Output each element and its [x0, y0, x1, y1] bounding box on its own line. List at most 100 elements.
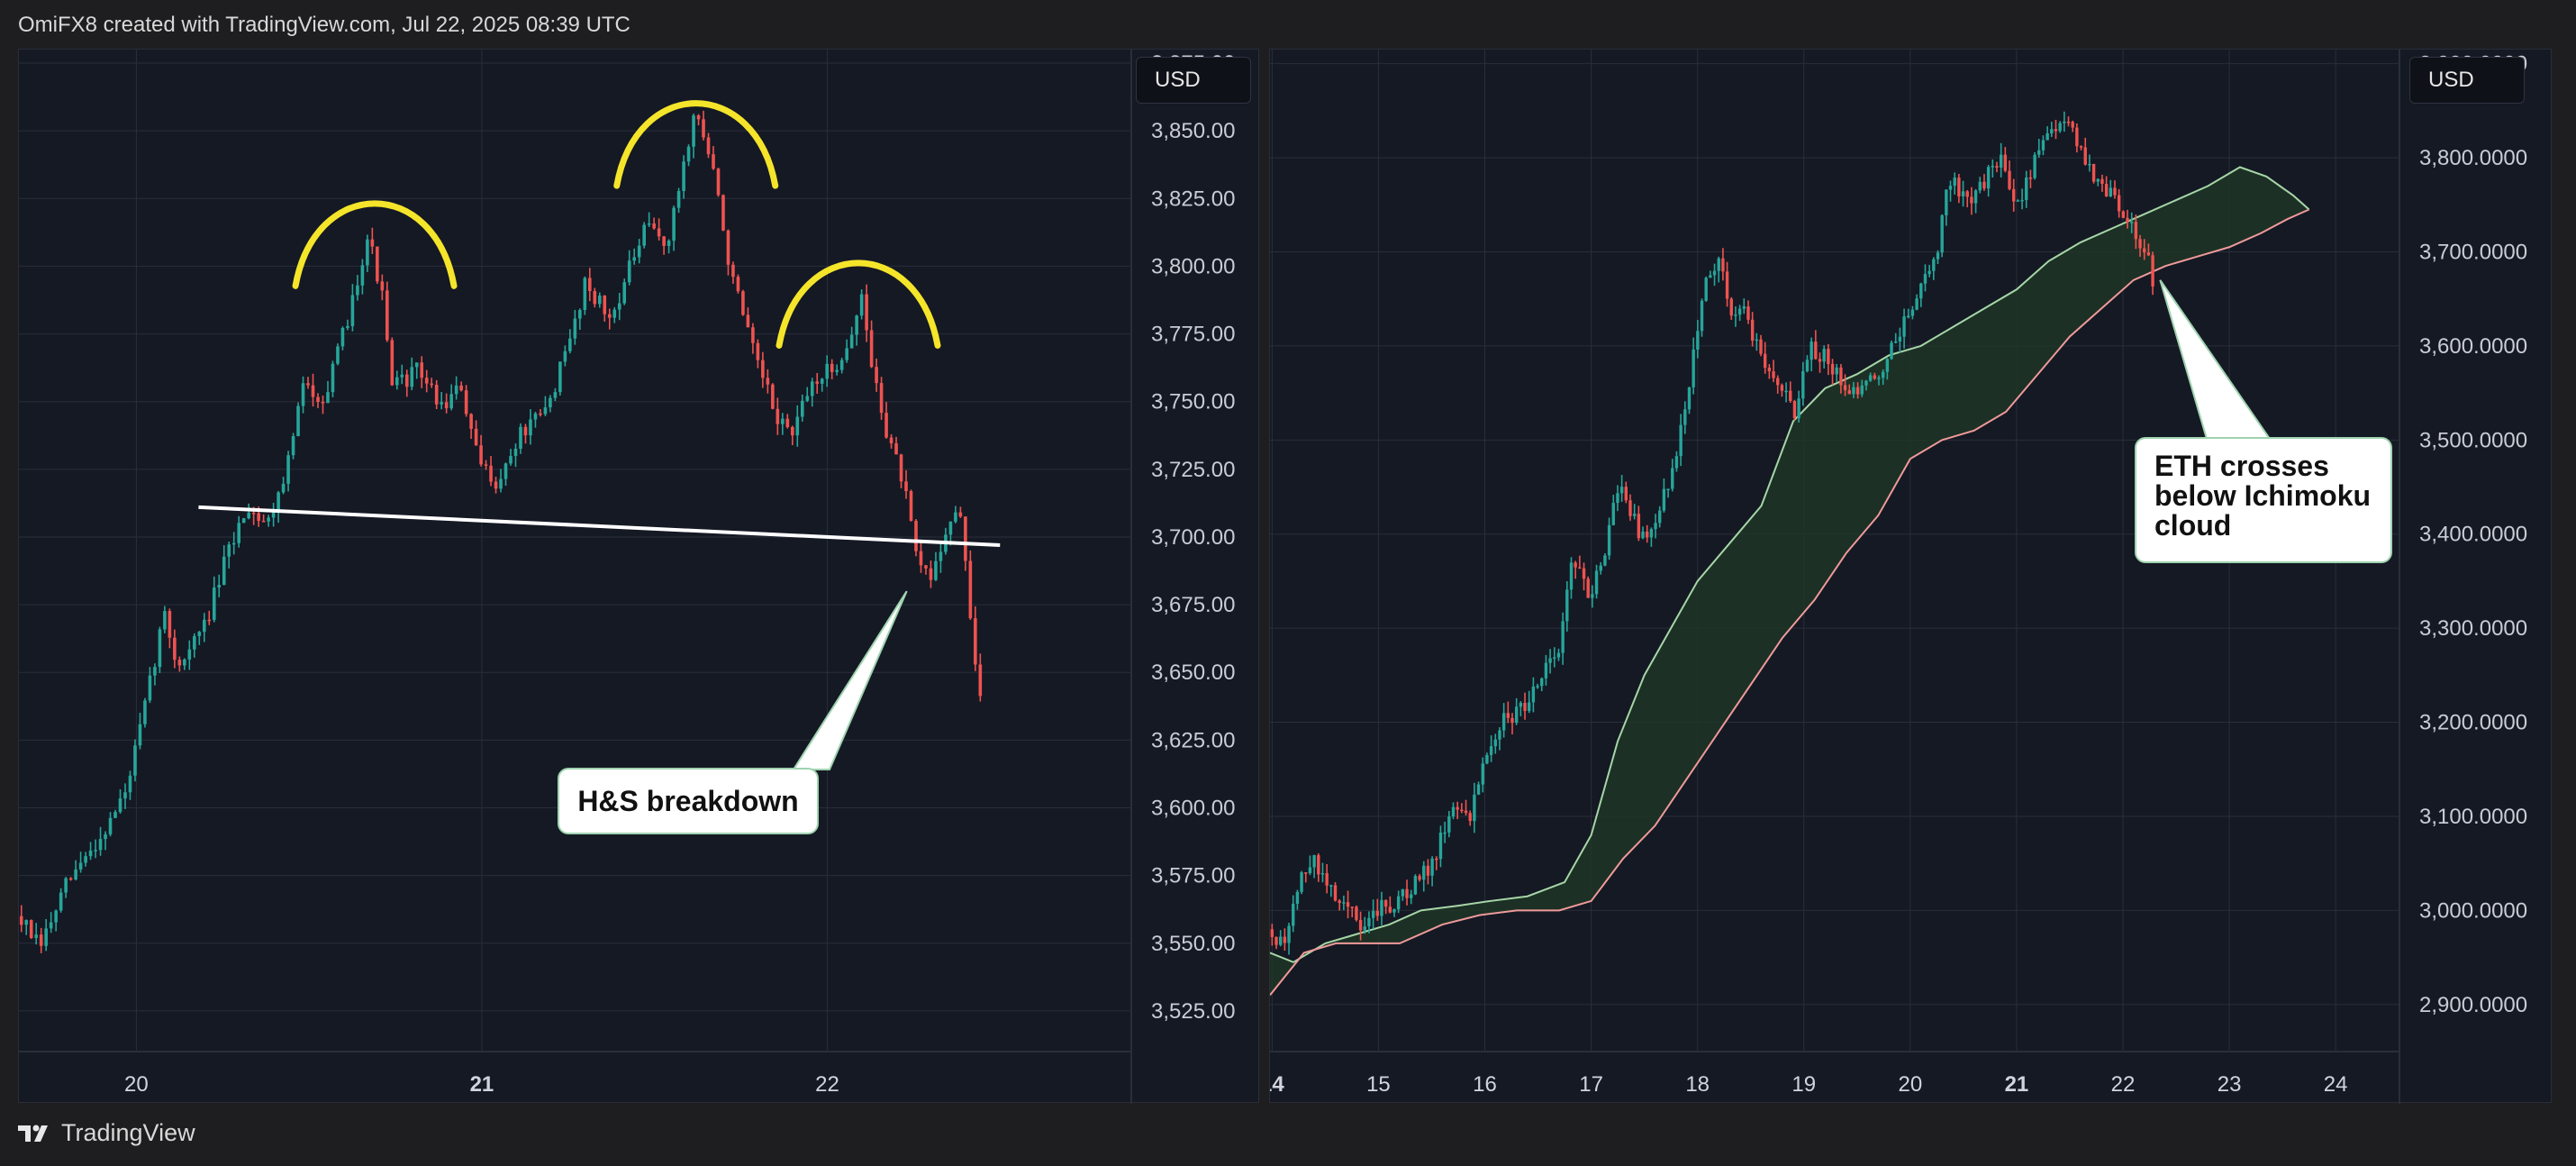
candle: [889, 433, 893, 449]
candle-body: [2088, 163, 2091, 166]
candle: [919, 542, 923, 573]
candle-body: [839, 360, 844, 370]
candle-body: [231, 542, 236, 545]
y-tick-label: 3,100.0000: [2419, 805, 2527, 829]
candle: [138, 712, 142, 750]
candle: [884, 402, 888, 439]
candle-body: [1991, 166, 1995, 168]
candle: [1712, 263, 1717, 287]
candle: [1687, 387, 1692, 414]
candle: [1548, 649, 1552, 674]
candle-body: [1641, 531, 1645, 539]
currency-badge[interactable]: USD: [1136, 57, 1251, 104]
candle: [958, 506, 963, 518]
candle: [499, 469, 503, 493]
candle: [1342, 895, 1346, 911]
candle: [1481, 757, 1484, 793]
candle-body: [2121, 211, 2126, 218]
y-tick-label: 3,600.00: [1151, 797, 1235, 821]
candle: [2126, 209, 2129, 229]
candle-body: [1666, 488, 1670, 491]
candle: [2134, 214, 2138, 250]
candle: [662, 235, 666, 255]
candle: [247, 503, 250, 520]
candle-body: [1405, 888, 1409, 898]
candle: [1881, 369, 1885, 386]
right-price-chart[interactable]: 2,900.0000 3,000.0000 3,100.0000 3,200.0000…: [1270, 50, 2553, 1104]
candle-body: [939, 551, 943, 561]
candle-body: [2037, 150, 2041, 155]
candle-body: [884, 413, 888, 438]
candle: [1501, 703, 1506, 738]
candle: [1902, 308, 1906, 350]
candle-body: [696, 115, 701, 120]
candle: [1776, 375, 1780, 394]
candle: [1915, 294, 1918, 311]
candle: [1380, 891, 1383, 925]
candle-body: [489, 465, 493, 482]
y-tick-label: 3,525.00: [1151, 999, 1235, 1024]
candle-body: [632, 257, 637, 261]
candle: [1619, 475, 1624, 502]
candle-body: [74, 869, 77, 880]
candle: [163, 606, 167, 633]
candle: [271, 502, 276, 527]
candle-body: [1308, 867, 1312, 873]
candle: [1523, 692, 1527, 720]
candle-body: [1578, 567, 1582, 569]
candle-body: [183, 659, 186, 666]
candle: [603, 295, 607, 322]
candle: [939, 542, 943, 573]
candle-body: [202, 619, 206, 633]
candle-body: [1662, 488, 1666, 511]
candle-body: [1894, 341, 1898, 343]
left-price-chart[interactable]: 3,525.00 3,550.00 3,575.00 3,600.00 3,625.00…: [19, 50, 1260, 1104]
candle: [529, 409, 532, 445]
candle: [2066, 116, 2071, 127]
candle-body: [617, 303, 621, 310]
candle-body: [1995, 166, 1999, 169]
candle: [726, 229, 730, 276]
candle-body: [1292, 903, 1295, 926]
candle: [865, 284, 868, 342]
candle-body: [123, 792, 127, 799]
x-tick-label: 20: [1898, 1072, 1922, 1097]
currency-badge[interactable]: USD: [2409, 57, 2525, 104]
candle: [2050, 122, 2054, 137]
candle: [667, 239, 671, 254]
candle-body: [2041, 140, 2045, 150]
candle-body: [2151, 255, 2154, 287]
candle: [1274, 936, 1278, 950]
candle-body: [1835, 367, 1838, 375]
candle-body: [2063, 122, 2066, 123]
candle: [637, 239, 641, 264]
y-tick-label: 3,775.00: [1151, 323, 1235, 347]
candle: [2096, 178, 2100, 187]
x-tick-label: 22: [815, 1072, 839, 1097]
candle: [19, 905, 23, 933]
candle-body: [1342, 902, 1346, 904]
right-chart-panel[interactable]: 2,900.0000 3,000.0000 3,100.0000 3,200.0000…: [1269, 49, 2553, 1104]
candle: [366, 234, 369, 272]
candle-body: [1797, 398, 1800, 419]
left-chart-panel[interactable]: 3,525.00 3,550.00 3,575.00 3,600.00 3,625.00…: [18, 49, 1260, 1104]
candle-body: [1717, 258, 1720, 271]
candle-body: [1932, 259, 1936, 271]
candle: [1422, 861, 1426, 892]
candle-body: [549, 397, 552, 408]
candle-body: [1333, 885, 1338, 901]
candle-body: [404, 374, 409, 387]
candle: [128, 770, 132, 800]
candle-body: [424, 378, 429, 384]
candle: [1510, 713, 1514, 734]
candle: [1767, 364, 1772, 379]
candle-body: [1603, 555, 1607, 566]
candle: [1789, 381, 1792, 404]
x-tick-label: 16: [1473, 1072, 1497, 1097]
candle-body: [1729, 298, 1733, 316]
candle-body: [1435, 858, 1438, 861]
candle-body: [1401, 888, 1405, 897]
candle-body: [1704, 278, 1708, 301]
candle-body: [1915, 298, 1918, 310]
candle-body: [533, 413, 538, 420]
